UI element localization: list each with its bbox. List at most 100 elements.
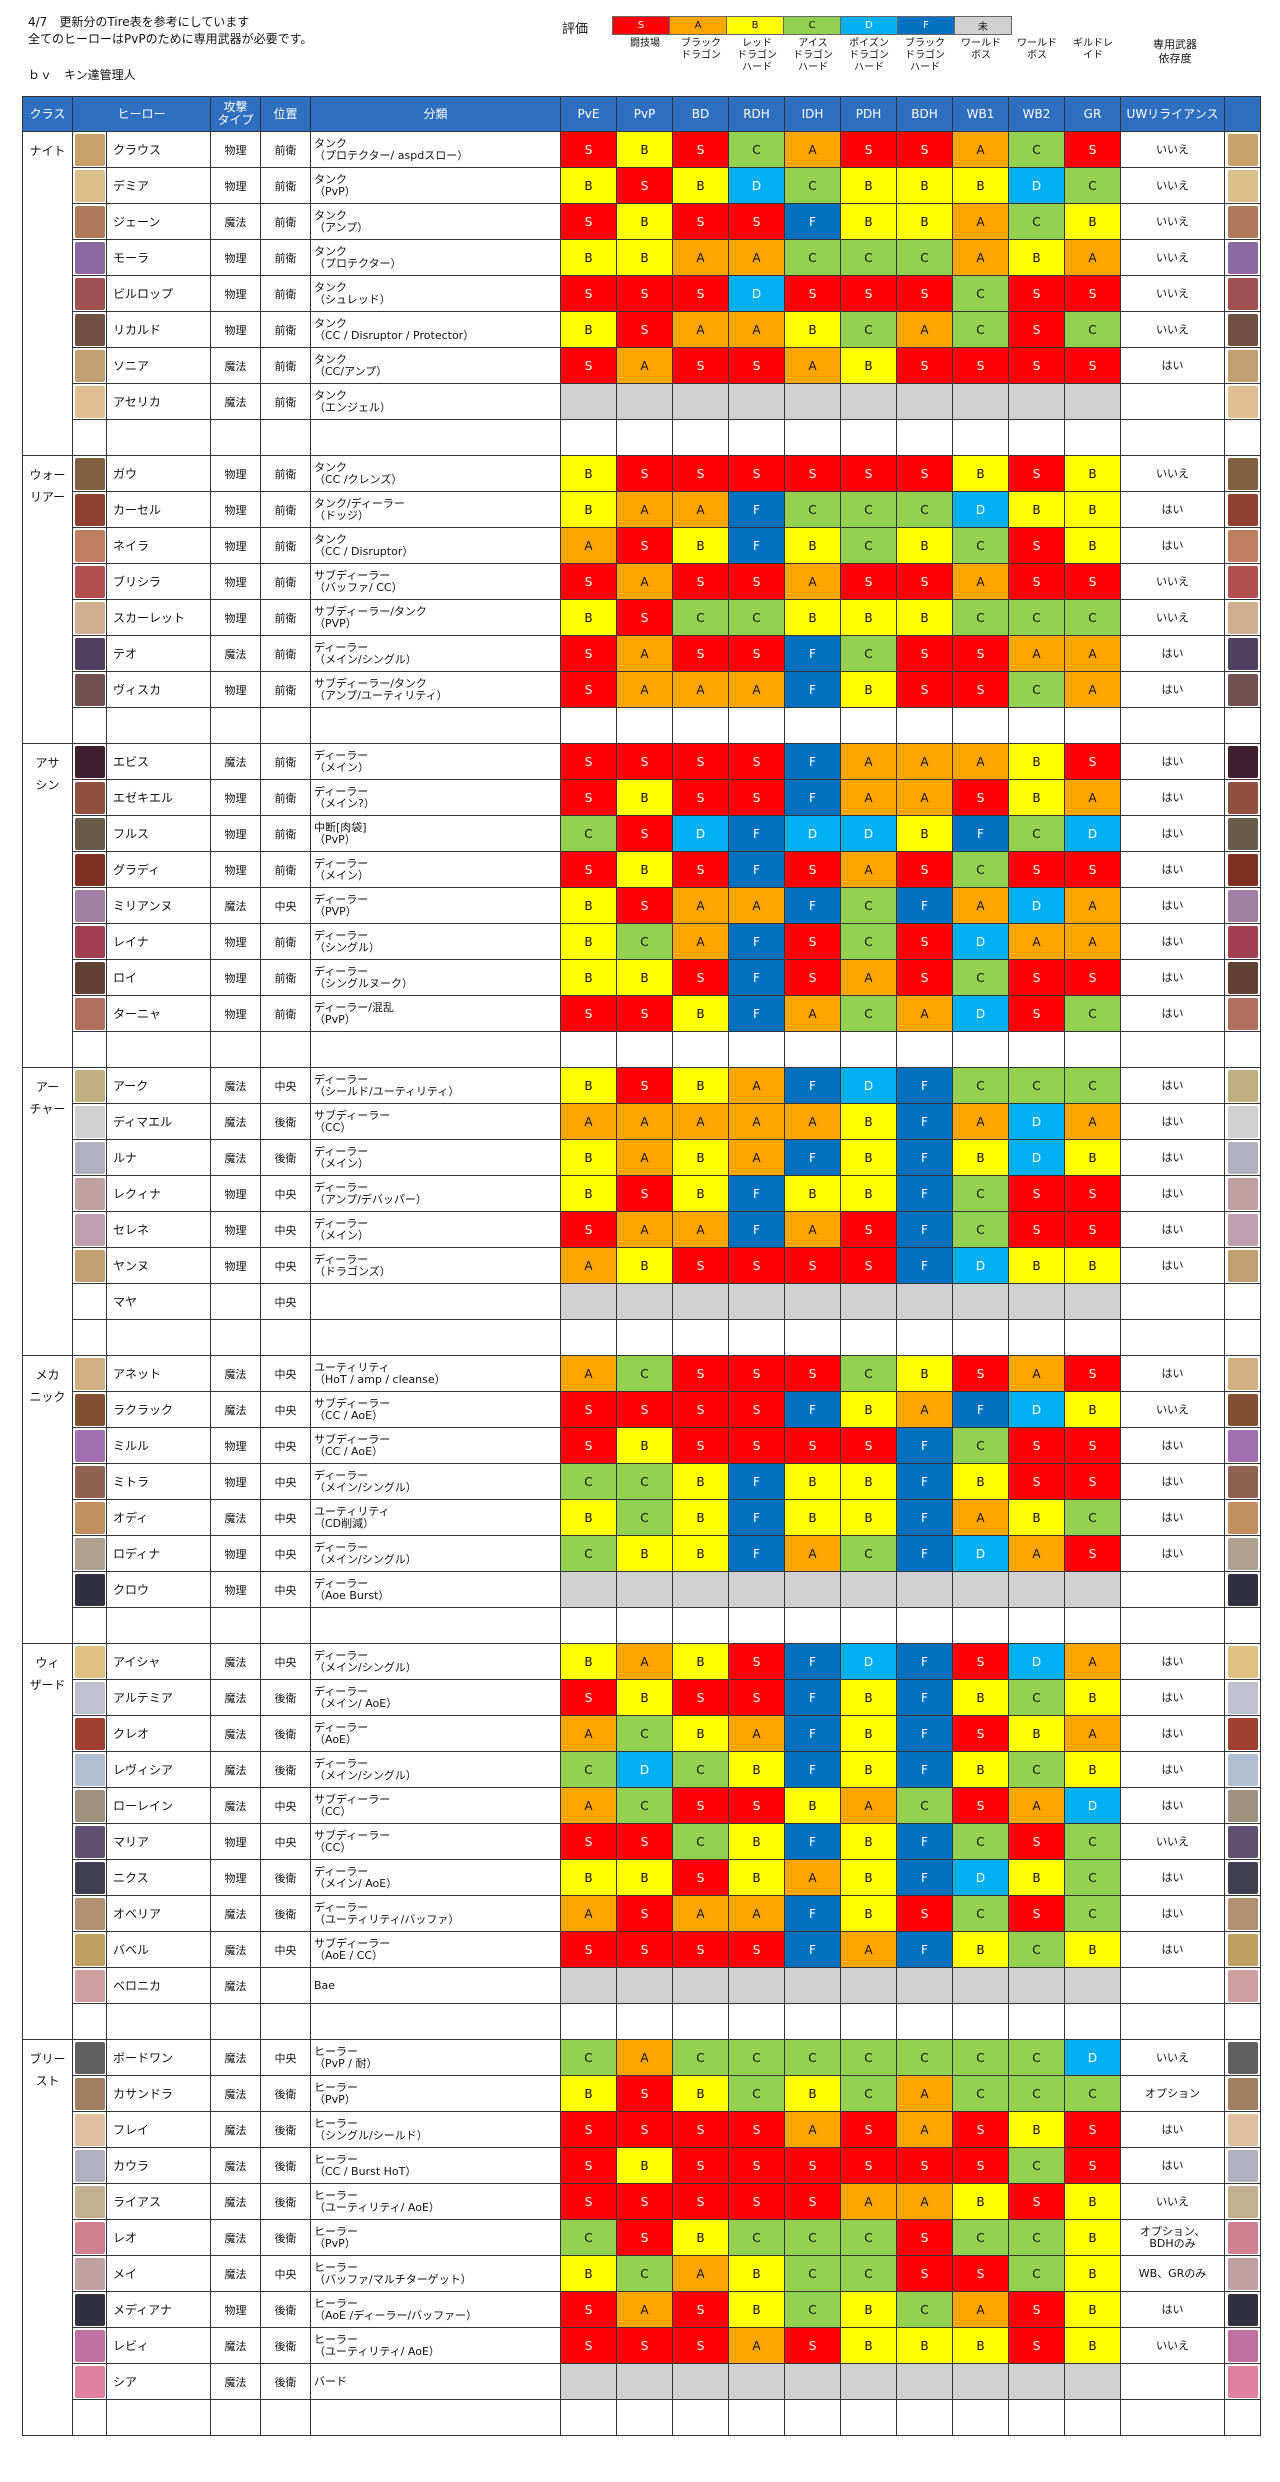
rating-idh: F [784, 1931, 841, 1968]
rating-idh [784, 1319, 841, 1356]
hero-avatar [74, 2329, 105, 2362]
uw-reliance: いいえ [1120, 599, 1225, 636]
uw-reliance: いいえ [1120, 1391, 1225, 1428]
rating-pve: C [560, 1535, 617, 1572]
hero-avatar [74, 1465, 105, 1498]
rating-idh: F [784, 671, 841, 708]
hero-avatar-right [1227, 925, 1258, 958]
rating-rdh: A [728, 1139, 785, 1176]
rating-pvp: A [616, 2039, 673, 2076]
hero-name: ヤンヌ [106, 1247, 211, 1284]
rating-pvp: S [616, 1823, 673, 1860]
note-line: 4/7 更新分のTire表を参考にしています [28, 15, 250, 29]
rating-gr: S [1064, 2147, 1121, 2184]
hero-row: レビィ 魔法 後衛 ヒーラー （ユーティリティ/ AoE） S S S A S B B B S B いいえ [23, 2327, 1261, 2364]
rating-pve: A [560, 1103, 617, 1140]
rating-pve: A [560, 1355, 617, 1392]
rating-rdh: B [728, 2291, 785, 2328]
rating-pdh [840, 1319, 897, 1356]
category: ディーラー （Aoe Burst） [310, 1571, 561, 1608]
rating-gr: C [1064, 311, 1121, 348]
hero-name: クレオ [106, 1715, 211, 1752]
rating-rdh: F [728, 1535, 785, 1572]
rating-idh: F [784, 887, 841, 924]
uw-reliance: いいえ [1120, 2183, 1225, 2220]
rating-pvp [616, 383, 673, 420]
hero-avatar-right [1227, 2257, 1258, 2290]
spacer-row [23, 2399, 1261, 2436]
rating-wb2 [1008, 1607, 1065, 1644]
rating-idh: S [784, 923, 841, 960]
rating-idh: F [784, 1139, 841, 1176]
rating-wb1 [952, 1571, 1009, 1608]
rating-bd: S [672, 1931, 729, 1968]
rating-idh: B [784, 1787, 841, 1824]
uw-reliance: はい [1120, 887, 1225, 924]
hero-row: ブリー スト ボードワン 魔法 中央 ヒーラー （PvP / 耐） C A C C C C C C C D い… [22, 2039, 1261, 2436]
rating-rdh: C [728, 2075, 785, 2112]
rating-wb2: D [1008, 1643, 1065, 1680]
rating-pvp: C [616, 1355, 673, 1392]
rating-gr: B [1064, 1679, 1121, 1716]
rating-wb1: D [952, 995, 1009, 1032]
rating-bdh: F [896, 1715, 953, 1752]
avatar-cell [72, 1391, 107, 1428]
hero-avatar-right [1227, 2077, 1258, 2110]
position: 後衛 [260, 1859, 311, 1896]
rating-gr: B [1064, 203, 1121, 240]
hero-row: シア 魔法 後衛 バード [23, 2363, 1261, 2400]
hero-row: ミリアンヌ 魔法 中央 ディーラー （PVP） B S A A F C F A D A はい [23, 887, 1261, 924]
rating-wb2 [1008, 1031, 1065, 1068]
avatar-cell-right [1224, 2327, 1261, 2364]
rating-idh: S [784, 1247, 841, 1284]
rating-pve: S [560, 1931, 617, 1968]
hero-row: ロディナ 物理 中央 ディーラー （メイン/シングル） C B B F A C F D A S はい [23, 1535, 1261, 1572]
rating-pve: B [560, 455, 617, 492]
uw-reliance: はい [1120, 1679, 1225, 1716]
attack-type: 魔法 [210, 1067, 261, 1104]
rating-idh: F [784, 743, 841, 780]
uw-reliance: はい [1120, 635, 1225, 672]
rating-wb2 [1008, 1967, 1065, 2004]
attack-type [210, 707, 261, 744]
rating-wb2: S [1008, 2327, 1065, 2364]
hero-avatar-right [1227, 529, 1258, 562]
rating-bd: B [672, 1535, 729, 1572]
rating-pve: B [560, 239, 617, 276]
rating-rdh [728, 1031, 785, 1068]
rating-pdh: S [840, 275, 897, 312]
rating-bd [672, 1967, 729, 2004]
hero-avatar-right [1227, 1213, 1258, 1246]
uw-reliance: いいえ [1120, 455, 1225, 492]
rating-bd [672, 1283, 729, 1320]
rating-wb2: C [1008, 131, 1065, 168]
rating-pdh: B [840, 203, 897, 240]
uw-reliance: いいえ [1120, 311, 1225, 348]
rating-wb2 [1008, 1571, 1065, 1608]
rating-idh: B [784, 1175, 841, 1212]
hero-row: メディアナ 物理 後衛 ヒーラー （AoE /ディーラー/バッファー） S A S B C B C A… [23, 2291, 1261, 2328]
avatar-cell [72, 1535, 107, 1572]
uw-reliance [1120, 2363, 1225, 2400]
position: 前衛 [260, 635, 311, 672]
avatar-cell-right [1224, 2003, 1261, 2040]
hero-avatar [74, 2113, 105, 2146]
rating-pvp: B [616, 2147, 673, 2184]
uw-reliance [1120, 2399, 1225, 2436]
avatar-cell-right [1224, 383, 1261, 420]
hero-avatar-right [1227, 1969, 1258, 2002]
hero-avatar-right [1227, 493, 1258, 526]
position: 前衛 [260, 311, 311, 348]
hero-name: レヴィシア [106, 1751, 211, 1788]
rating-gr: B [1064, 1391, 1121, 1428]
rating-pdh: C [840, 923, 897, 960]
avatar-cell-right [1224, 239, 1261, 276]
rating-wb1: C [952, 1823, 1009, 1860]
avatar-cell [72, 1499, 107, 1536]
rating-pdh [840, 419, 897, 456]
rating-pve: B [560, 1499, 617, 1536]
hero-avatar [74, 241, 105, 274]
rating-pve [560, 1283, 617, 1320]
rating-pvp: S [616, 887, 673, 924]
rating-pdh [840, 2363, 897, 2400]
